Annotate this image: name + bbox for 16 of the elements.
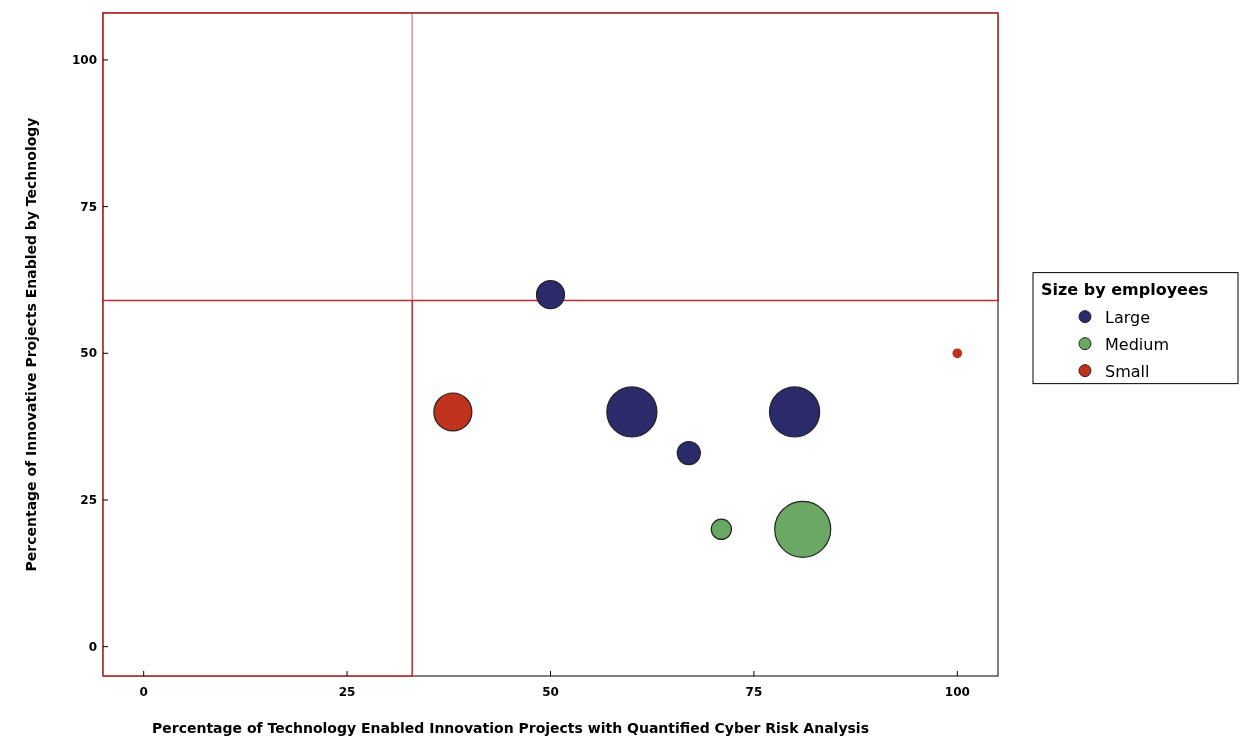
y-tick-label: 100 (71, 52, 97, 67)
x-tick-label: 100 (944, 685, 970, 699)
y-tick-label: 25 (80, 492, 97, 507)
x-tick-label: 25 (338, 685, 356, 699)
y-axis-title: Percentage of Innovative Projects Enabled by Technology (23, 117, 39, 572)
y-tick-label: 0 (88, 639, 97, 654)
x-tick-label: 50 (542, 685, 559, 699)
y-tick-label: 50 (80, 346, 97, 361)
legend-label: Large (1105, 307, 1151, 327)
x-tick-label: 75 (745, 685, 763, 699)
legend-label: Small (1105, 361, 1150, 381)
legend-label: Medium (1105, 334, 1169, 354)
legend-title: Size by employees (1041, 279, 1209, 299)
x-axis-title: Percentage of Technology Enabled Innovation Projects with Quantified Cyber Risk Analysis (152, 720, 869, 736)
y-tick-label: 75 (80, 199, 97, 214)
x-tick-label: 0 (139, 685, 148, 699)
